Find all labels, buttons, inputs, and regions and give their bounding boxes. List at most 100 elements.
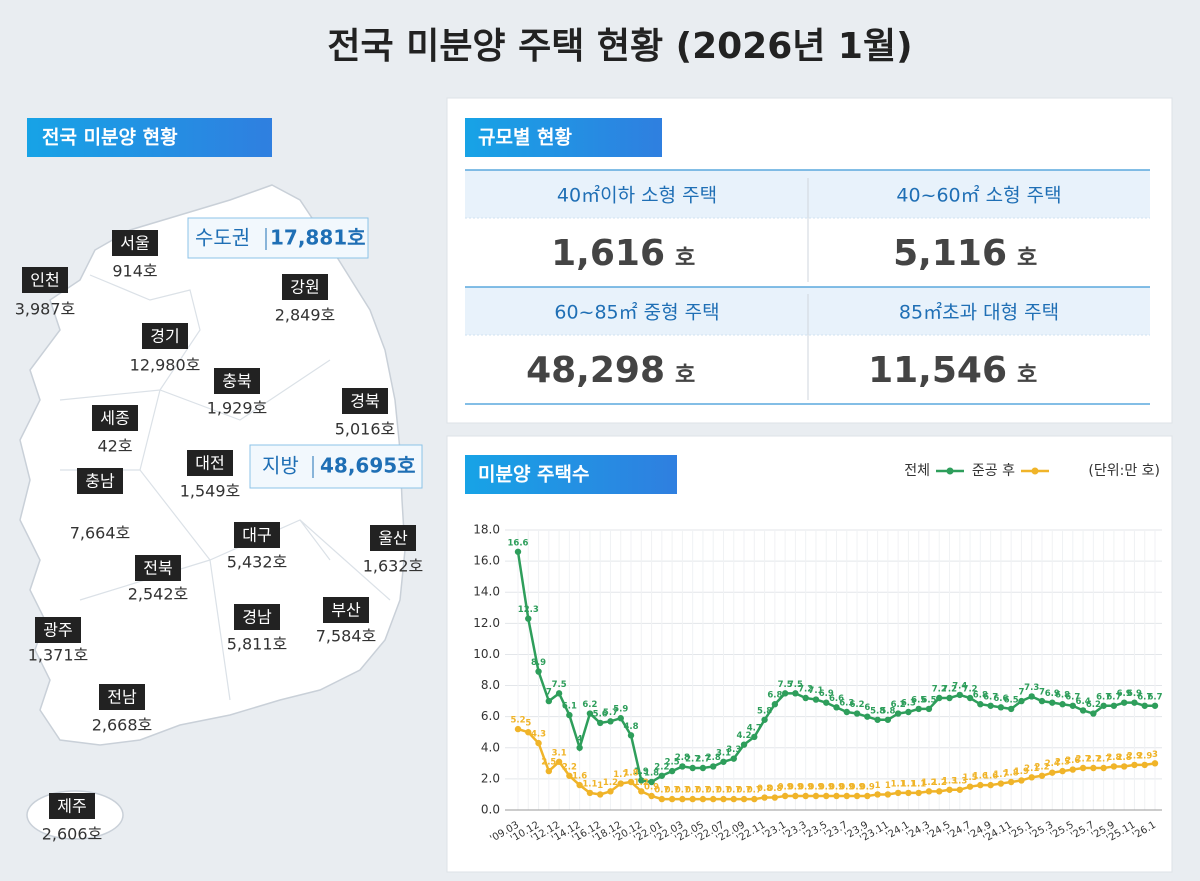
data-label: 6.7 (1137, 692, 1152, 702)
data-point (771, 701, 779, 708)
data-label: 7.2 (798, 685, 813, 695)
summary-box (249, 444, 423, 489)
data-point (751, 795, 758, 803)
data-label: 7.2 (942, 685, 957, 695)
data-point (956, 691, 963, 699)
data-point (997, 704, 1005, 711)
region-name: 대전 (195, 454, 224, 473)
data-label: 7.1 (808, 686, 823, 696)
data-point (525, 729, 532, 736)
data-point (771, 794, 779, 801)
data-label: 6.6 (993, 694, 1008, 704)
data-label: 0.7 (716, 786, 731, 796)
data-point (864, 713, 871, 720)
data-label: 2.8 (1117, 753, 1132, 763)
data-point (1131, 699, 1138, 706)
data-point (853, 792, 861, 800)
data-label: 6.3 (901, 699, 916, 709)
data-label: 3.1 (716, 748, 731, 758)
data-label: 3 (1152, 750, 1158, 760)
data-point (710, 763, 717, 770)
line-chart: 0.02.04.06.08.010.012.014.016.018.0'09.0… (473, 463, 1162, 845)
y-tick-label: 6.0 (481, 709, 500, 723)
data-point (679, 763, 686, 770)
data-point (792, 690, 799, 697)
size-unit: 호 (1017, 246, 1037, 271)
data-label: 7 (1018, 688, 1024, 698)
region-name: 충북 (222, 372, 251, 391)
data-label: 6.5 (921, 695, 936, 705)
data-label: 5.7 (603, 708, 618, 718)
region-value: 5,432호 (227, 553, 288, 572)
data-label: 1.7 (613, 770, 628, 780)
data-label: 2.7 (1076, 755, 1091, 765)
data-point (823, 699, 830, 706)
size-value: 5,116 (893, 233, 1007, 274)
y-tick-label: 8.0 (481, 678, 500, 692)
region-badge (342, 388, 388, 414)
region-name: 광주 (43, 621, 72, 640)
data-point (853, 710, 861, 717)
data-point (781, 690, 789, 697)
section-header (465, 455, 677, 494)
data-point (874, 716, 881, 723)
y-tick-label: 18.0 (473, 523, 500, 537)
size-value: 1,616 (551, 233, 665, 274)
data-label: 2.6 (1065, 756, 1080, 766)
region-value: 42호 (97, 437, 132, 456)
data-label: 1.3 (952, 776, 967, 786)
y-tick-label: 16.0 (473, 554, 500, 568)
data-point (1018, 777, 1025, 784)
data-label: 2.9 (1137, 751, 1152, 761)
region-badge (187, 450, 233, 476)
data-point (740, 741, 748, 748)
data-point (566, 711, 573, 719)
data-label: 0.7 (695, 786, 710, 796)
data-point (1038, 772, 1046, 779)
data-point (576, 744, 583, 751)
region-value: 2,668호 (92, 716, 153, 735)
data-label: 1.9 (1014, 767, 1029, 777)
data-label: 6.9 (1045, 689, 1060, 699)
data-label: 2.2 (654, 762, 669, 772)
data-label: 1.1 (582, 779, 597, 789)
data-label: 7.2 (932, 685, 947, 695)
y-tick-label: 10.0 (473, 647, 500, 661)
data-label: 0.7 (665, 786, 680, 796)
data-point (977, 701, 984, 708)
data-point (627, 732, 635, 739)
region-value: 2,849호 (275, 306, 336, 325)
data-point (689, 795, 696, 803)
data-point (1141, 702, 1148, 709)
data-label: 1.1 (911, 779, 926, 789)
data-label: 5.9 (613, 705, 628, 715)
data-point (925, 705, 933, 713)
data-point (987, 781, 994, 789)
data-label: 5 (525, 719, 531, 729)
region-name: 충남 (85, 472, 115, 491)
data-label: 3.1 (552, 748, 567, 758)
data-label: 2.5 (541, 758, 556, 768)
data-point (812, 696, 820, 703)
size-value: 48,298 (526, 350, 665, 391)
data-label: 6.7 (1147, 692, 1162, 702)
data-label: 2.5 (1055, 758, 1070, 768)
data-label: 6.9 (1117, 689, 1132, 699)
data-point (1151, 760, 1159, 767)
data-point (864, 792, 871, 800)
data-point (915, 789, 922, 797)
region-value: 2,542호 (128, 585, 189, 604)
data-label: 0.9 (788, 783, 803, 793)
data-label: 1.5 (963, 773, 978, 783)
data-point (1028, 774, 1035, 781)
data-label: 1.9 (634, 767, 649, 777)
data-point (720, 758, 727, 765)
data-label: 2.2 (562, 762, 577, 772)
data-point (1018, 697, 1025, 705)
data-label: 1.2 (932, 778, 947, 788)
data-label: 6.8 (1055, 691, 1070, 701)
data-label: 5.8 (870, 706, 885, 716)
data-point (843, 792, 850, 800)
data-label: 1.1 (891, 779, 906, 789)
